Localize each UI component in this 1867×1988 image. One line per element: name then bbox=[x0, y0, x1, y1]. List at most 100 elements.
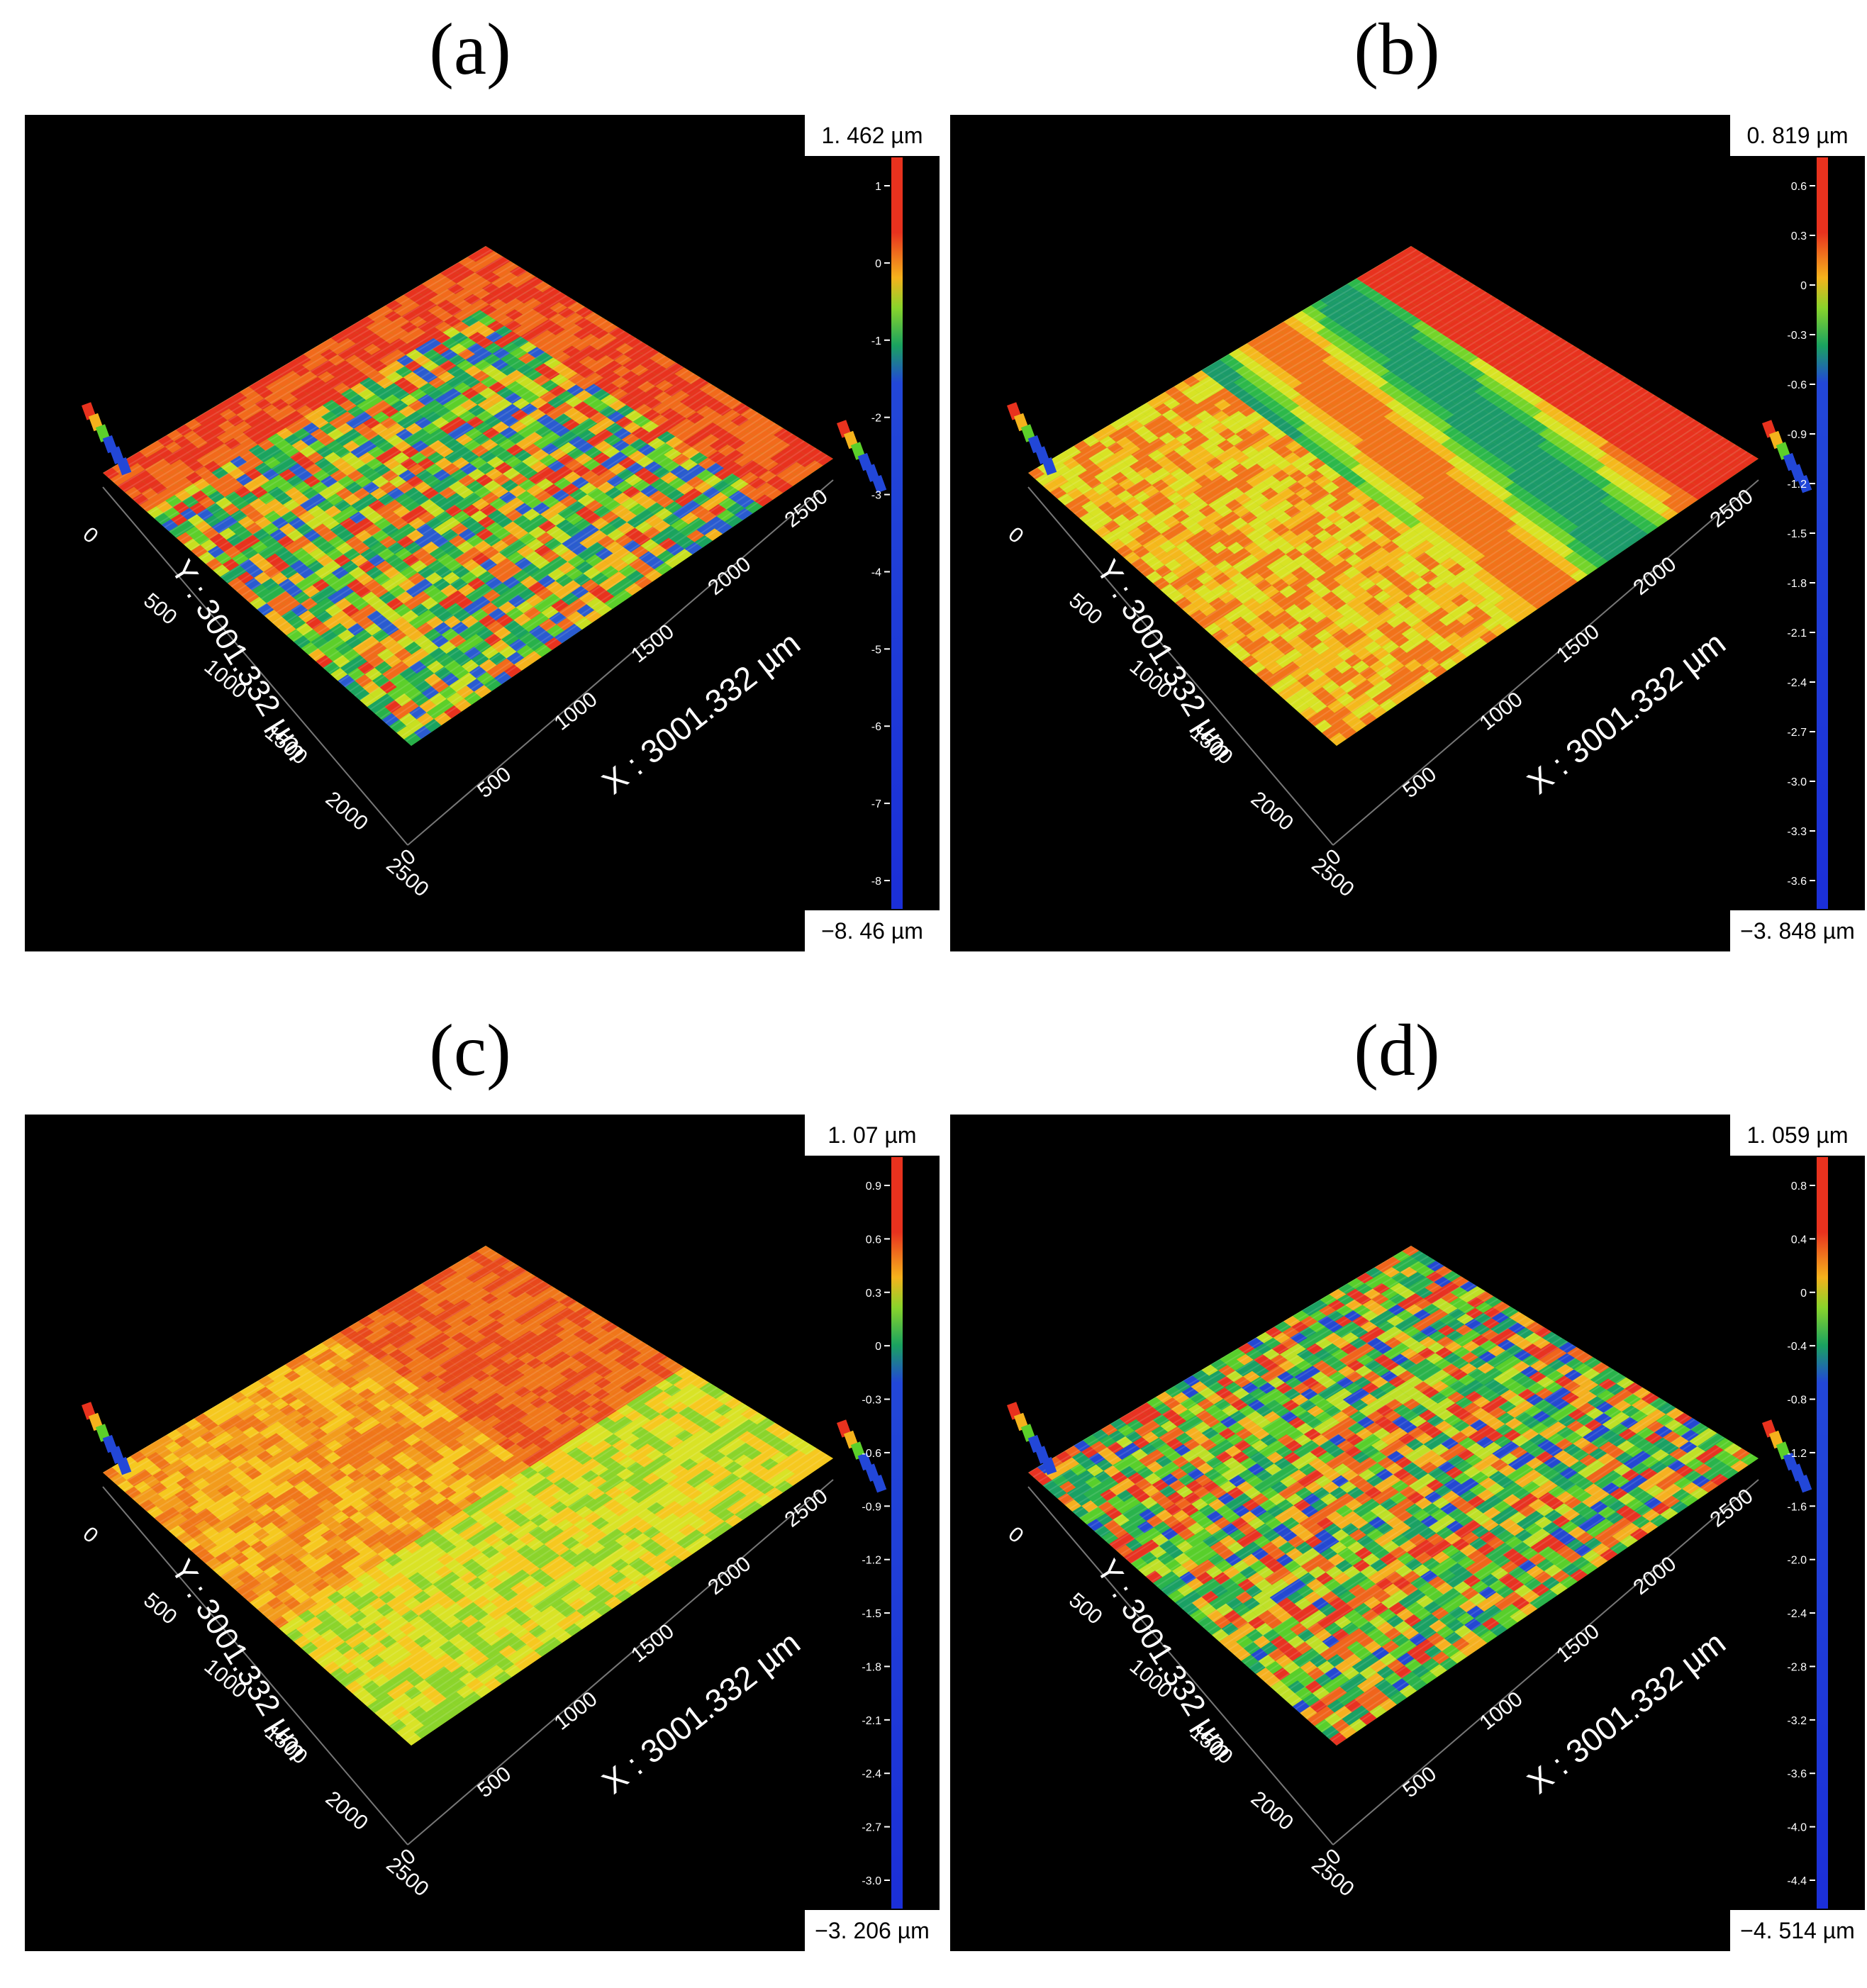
surface-cell bbox=[377, 603, 394, 617]
surface-cell bbox=[357, 1660, 375, 1675]
surface-cell bbox=[1329, 597, 1347, 610]
surface-cell bbox=[498, 1601, 516, 1614]
surface-cell bbox=[632, 533, 651, 546]
surface-cell bbox=[614, 354, 632, 366]
surface-cell bbox=[167, 1429, 184, 1441]
surface-cell bbox=[341, 560, 359, 574]
surface-cell bbox=[1370, 505, 1388, 518]
surface-cell bbox=[471, 381, 489, 393]
surface-cell bbox=[1376, 578, 1393, 591]
surface-cell bbox=[230, 1509, 247, 1522]
surface-cell bbox=[1512, 423, 1531, 435]
striation-line bbox=[354, 419, 770, 697]
surface-cell bbox=[282, 381, 300, 393]
surface-cell bbox=[534, 490, 552, 503]
surface-cell bbox=[1325, 394, 1343, 406]
surface-cell bbox=[542, 369, 560, 380]
surface-cell bbox=[377, 1548, 395, 1560]
surface-cell bbox=[573, 401, 591, 413]
surface-cell bbox=[1414, 298, 1432, 310]
striation-line bbox=[323, 398, 735, 669]
surface-cell bbox=[1703, 457, 1722, 469]
surface-cell bbox=[404, 642, 422, 655]
surface-cell bbox=[534, 281, 552, 293]
surface-cell bbox=[390, 1572, 408, 1585]
surface-cell bbox=[1461, 631, 1480, 644]
surface-cell bbox=[419, 654, 437, 667]
surface-cell bbox=[599, 1522, 618, 1536]
surface-cell bbox=[1373, 535, 1392, 547]
surface-cell bbox=[1296, 585, 1314, 598]
surface-cell bbox=[335, 1641, 353, 1655]
surface-cell bbox=[406, 1719, 424, 1733]
surface-cell bbox=[411, 377, 429, 389]
surface-cell bbox=[461, 388, 479, 400]
surface-cell bbox=[1415, 498, 1432, 510]
surface-cell bbox=[1283, 316, 1301, 328]
surface-cell bbox=[291, 1376, 309, 1387]
surface-cell bbox=[1204, 469, 1222, 481]
surface-cell bbox=[627, 515, 645, 528]
surface-cell bbox=[1339, 725, 1357, 739]
surface-cell bbox=[1035, 474, 1052, 486]
surface-cell bbox=[504, 320, 522, 332]
surface-cell bbox=[1459, 437, 1476, 449]
surface-cell bbox=[1503, 367, 1521, 379]
surface-cell bbox=[556, 618, 574, 631]
surface-cell bbox=[1422, 503, 1441, 516]
surface-cell bbox=[1347, 360, 1365, 372]
surface-cell bbox=[585, 1553, 603, 1567]
surface-cell bbox=[368, 1499, 386, 1512]
surface-cell bbox=[1561, 392, 1580, 404]
surface-cell bbox=[1317, 452, 1335, 464]
surface-cell bbox=[275, 1492, 293, 1504]
surface-cell bbox=[1495, 350, 1514, 362]
surface-cell bbox=[1522, 481, 1540, 494]
surface-cell bbox=[310, 1428, 328, 1440]
surface-cell bbox=[1314, 720, 1332, 733]
surface-cell bbox=[1466, 442, 1485, 455]
surface-cell bbox=[283, 1498, 300, 1511]
surface-cell bbox=[345, 1417, 363, 1429]
surface-cell bbox=[409, 1388, 428, 1400]
surface-cell bbox=[1583, 484, 1602, 496]
surface-cell bbox=[355, 674, 372, 688]
surface-cell bbox=[332, 1393, 350, 1406]
surface-cell bbox=[1366, 628, 1384, 642]
surface-cell bbox=[1461, 478, 1479, 491]
surface-cell bbox=[416, 1578, 433, 1591]
surface-cell bbox=[381, 1712, 400, 1726]
surface-cell bbox=[1388, 504, 1405, 517]
surface-cell bbox=[1387, 559, 1405, 572]
surface-cell bbox=[545, 471, 564, 484]
surface-cell bbox=[573, 518, 591, 531]
surface-cell bbox=[1267, 604, 1285, 617]
surface-cell bbox=[219, 473, 236, 486]
surface-cell bbox=[489, 498, 507, 510]
surface-cell bbox=[1404, 315, 1422, 327]
surface-cell bbox=[282, 1445, 300, 1457]
surface-cell bbox=[303, 1529, 321, 1542]
surface-cell bbox=[463, 294, 481, 305]
surface-cell bbox=[606, 1475, 625, 1487]
surface-cell bbox=[1319, 603, 1337, 617]
surface-cell bbox=[1368, 399, 1386, 411]
surface-cell bbox=[413, 1725, 432, 1739]
surface-cell bbox=[302, 1359, 319, 1371]
surface-cell bbox=[493, 1527, 511, 1540]
surface-cell bbox=[516, 1644, 535, 1658]
surface-cell bbox=[347, 1405, 365, 1417]
surface-cell bbox=[253, 410, 271, 422]
surface-cell bbox=[1076, 482, 1093, 495]
surface-cell bbox=[489, 298, 507, 310]
surface-cell bbox=[394, 1603, 411, 1616]
surface-cell bbox=[552, 1489, 570, 1502]
surface-cell bbox=[280, 566, 298, 579]
surface-cell bbox=[345, 1680, 363, 1694]
surface-cell bbox=[1372, 547, 1390, 560]
surface-cell bbox=[1209, 370, 1227, 382]
surface-cell bbox=[637, 381, 656, 393]
surface-cell bbox=[146, 452, 164, 464]
surface-cell bbox=[1337, 647, 1355, 661]
surface-cell bbox=[545, 346, 563, 358]
